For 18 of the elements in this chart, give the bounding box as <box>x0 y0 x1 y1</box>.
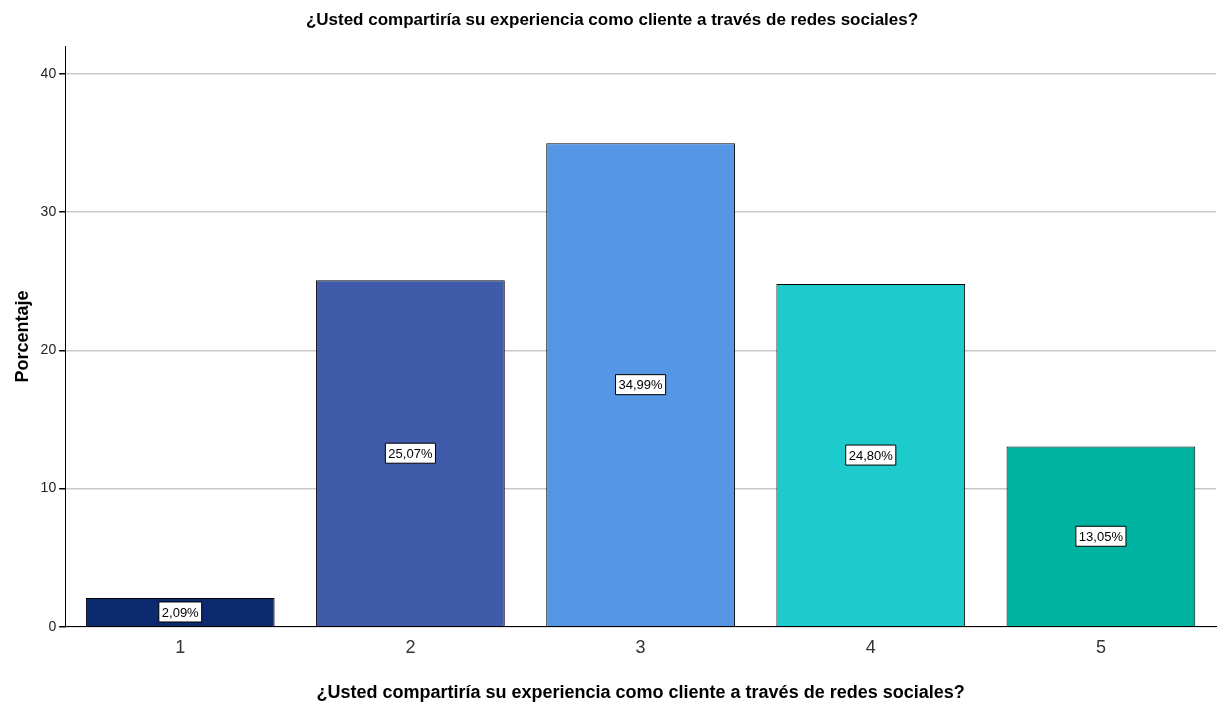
chart-title: ¿Usted compartiría su experiencia como cliente a través de redes sociales? <box>305 9 919 29</box>
y-tick-label: 40 <box>40 64 57 81</box>
y-tick-label: 10 <box>40 479 57 496</box>
y-tick-label: 30 <box>40 203 57 220</box>
data-label: 2,09% <box>161 604 200 620</box>
x-axis-title: ¿Usted compartiría su experiencia como cliente a través de redes sociales? <box>316 682 965 703</box>
data-label: 13,05% <box>1078 528 1124 544</box>
x-tick-label: 2 <box>405 636 416 657</box>
x-tick-label: 3 <box>635 636 646 657</box>
y-tick-label: 20 <box>40 341 57 358</box>
data-label: 25,07% <box>388 445 433 461</box>
y-tick-label: 0 <box>48 617 57 634</box>
data-label: 34,99% <box>618 377 664 393</box>
data-label: 24,80% <box>848 447 894 463</box>
y-axis-title: Porcentaje <box>11 290 32 383</box>
x-tick-label: 4 <box>865 636 876 657</box>
x-tick-label: 5 <box>1095 636 1106 657</box>
x-tick-label: 1 <box>175 636 186 657</box>
